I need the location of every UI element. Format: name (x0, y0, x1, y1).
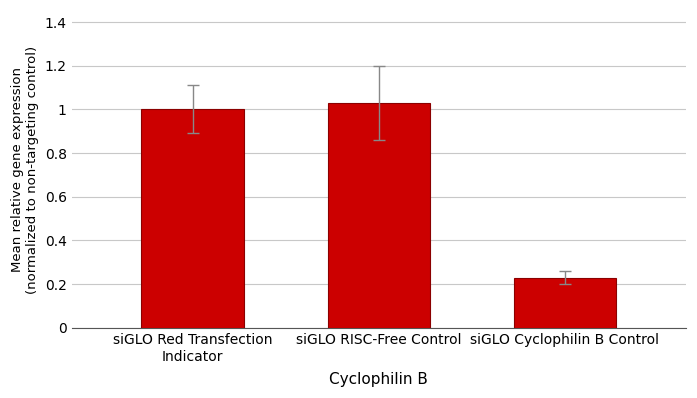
X-axis label: Cyclophilin B: Cyclophilin B (329, 372, 428, 387)
Bar (141, 109, 244, 328)
Y-axis label: Mean relative gene expression
(normalized to non-targeting control): Mean relative gene expression (normalize… (11, 45, 39, 293)
Bar (328, 103, 430, 328)
Bar (514, 277, 616, 328)
